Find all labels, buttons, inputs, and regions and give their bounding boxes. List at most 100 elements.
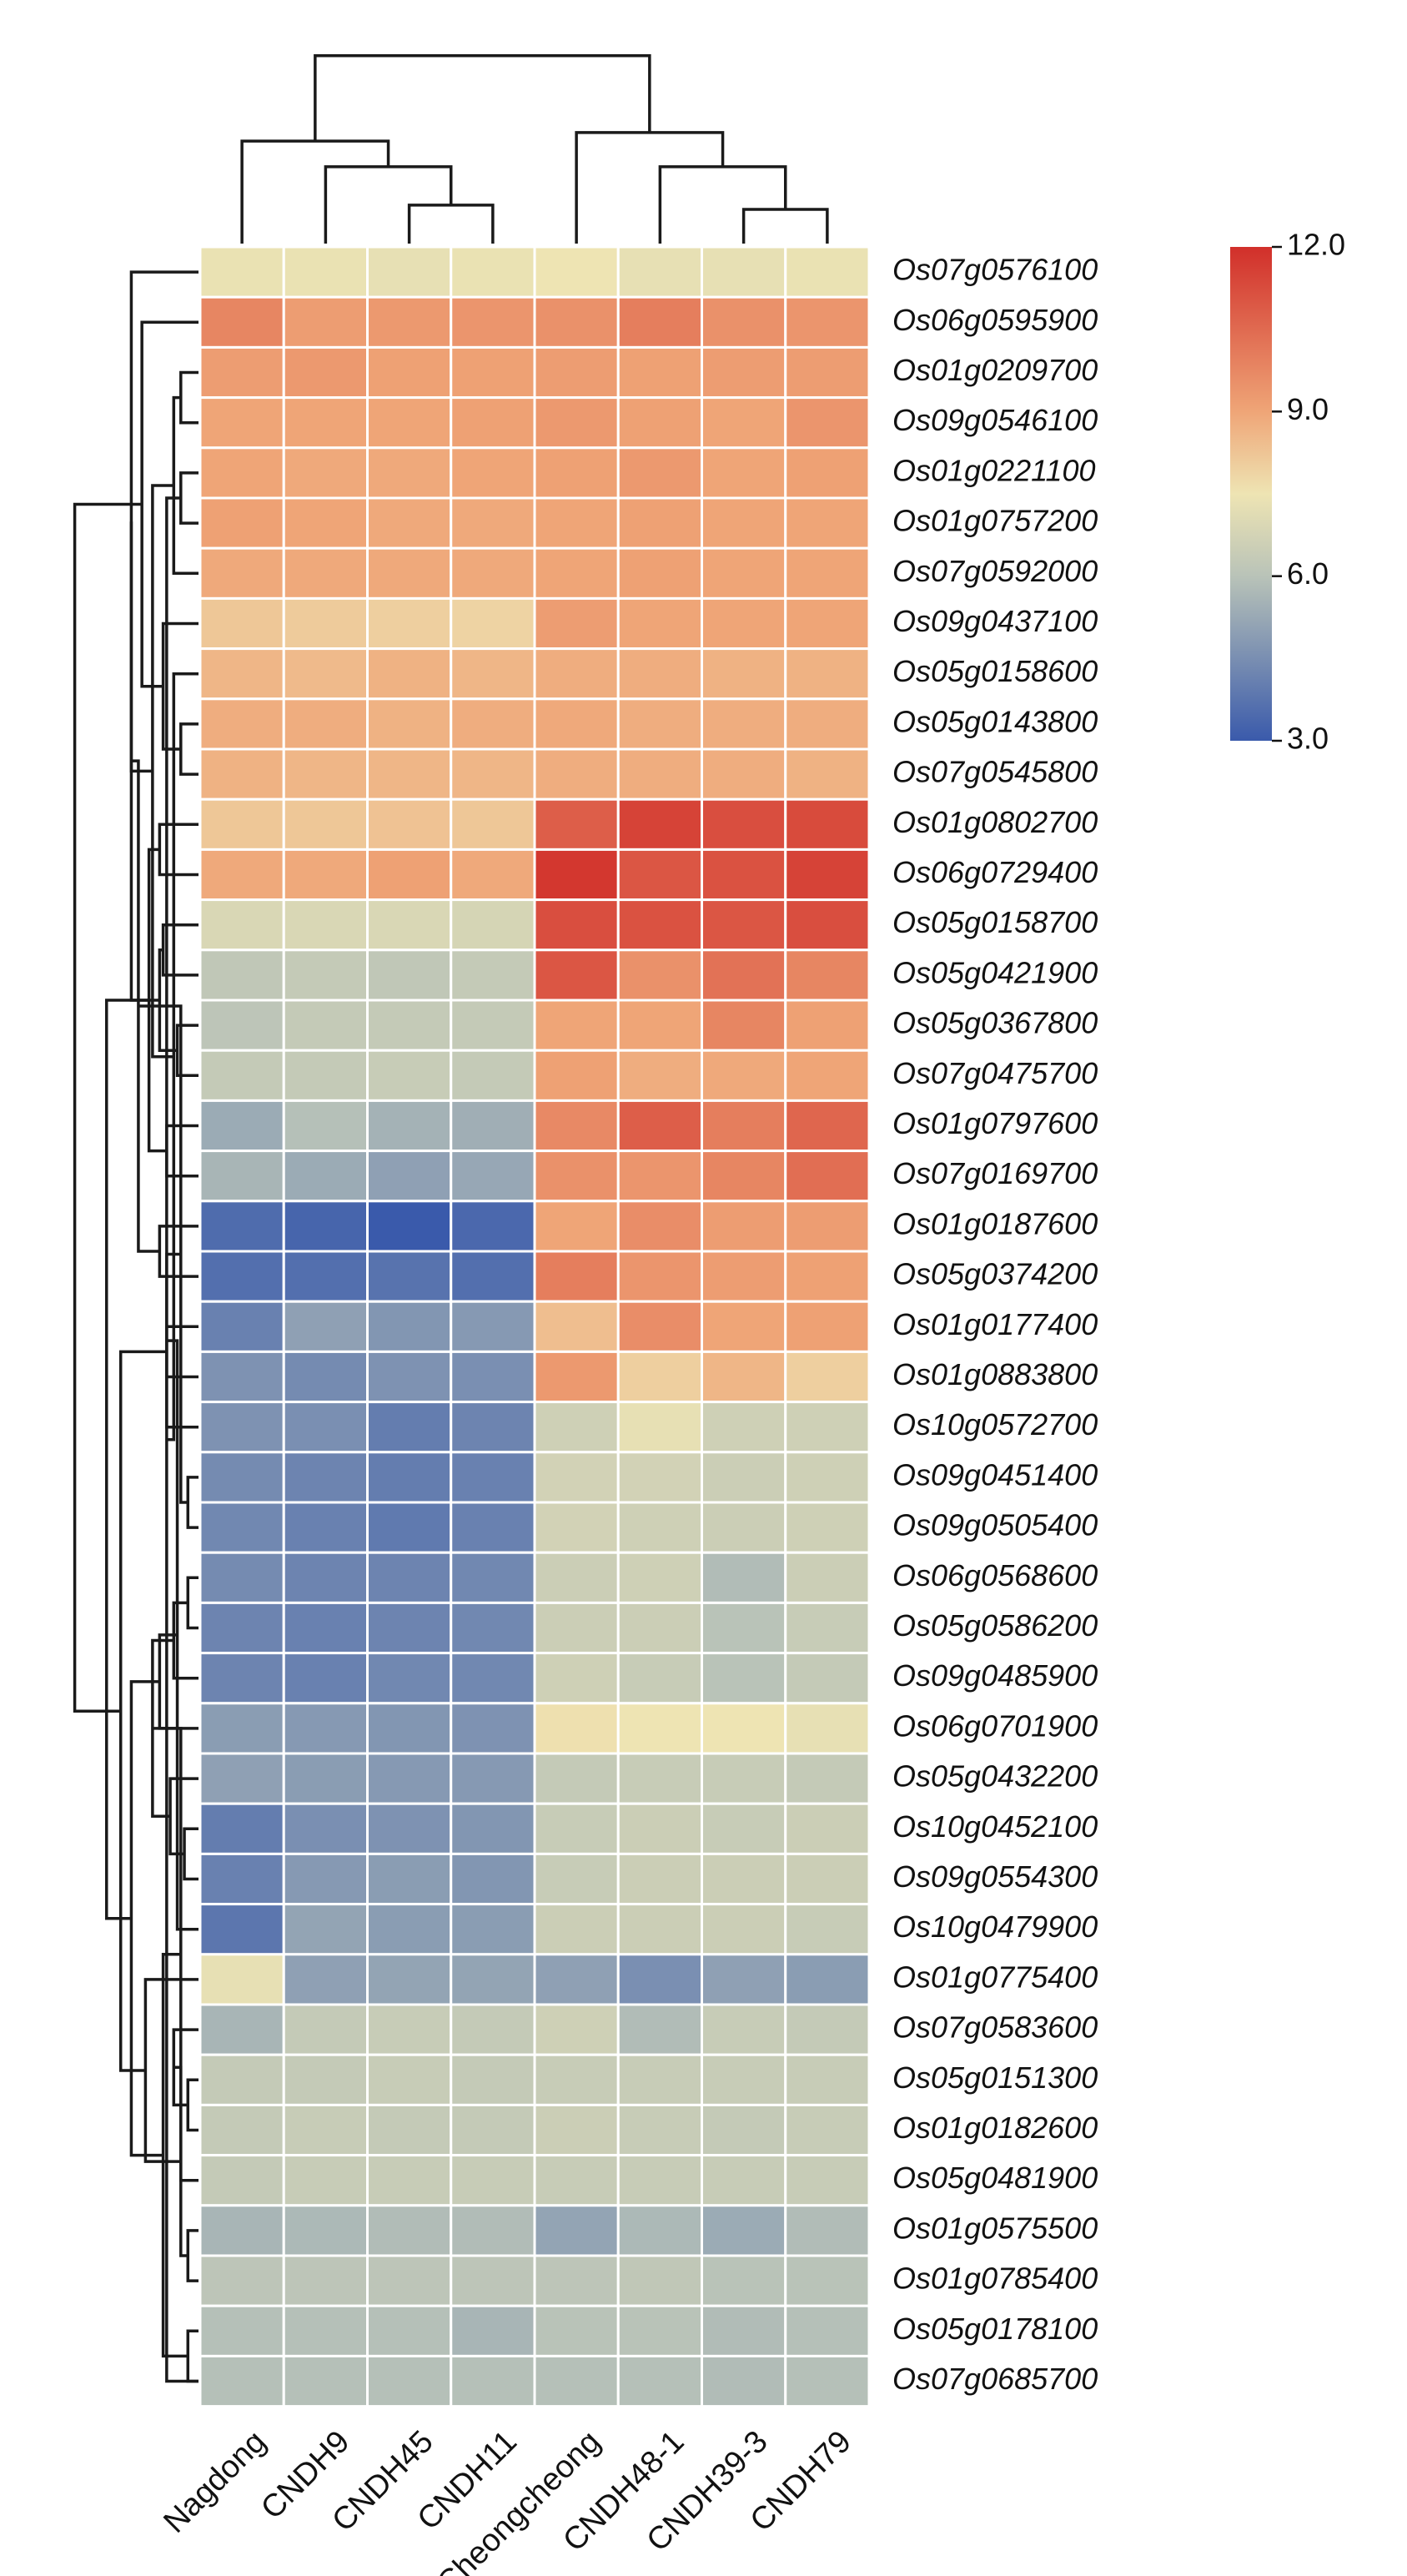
- heatmap-cell-Os07g0545800-CNDH48-1: [616, 747, 703, 801]
- heatmap-cell-Os10g0452100-CNDH45: [366, 1802, 453, 1855]
- row-label-Os10g0572700: Os10g0572700: [892, 1407, 1098, 1441]
- heatmap-cell-Os09g0546100-CNDH39-3: [701, 396, 787, 450]
- heatmap-cell-Os05g0158600-Cheongcheong: [533, 647, 620, 701]
- heatmap-cell-Os06g0595900-CNDH39-3: [701, 295, 787, 349]
- heatmap-cell-Os05g0143800-CNDH45: [366, 697, 453, 751]
- heatmap-cell-Os05g0367800-CNDH39-3: [701, 999, 787, 1052]
- heatmap-cell-Os09g0505400-Cheongcheong: [533, 1501, 620, 1554]
- heatmap-cell-Os09g0485900-CNDH39-3: [701, 1652, 787, 1705]
- heatmap-cell-Os10g0572700-Cheongcheong: [533, 1401, 620, 1454]
- heatmap-cell-Os07g0592000-Nagdong: [198, 546, 285, 600]
- heatmap-cell-Os09g0546100-CNDH79: [784, 396, 871, 450]
- heatmap-cell-Os09g0554300-Cheongcheong: [533, 1852, 620, 1906]
- heatmap-cell-Os06g0729400-Cheongcheong: [533, 848, 620, 902]
- row-label-Os01g0177400: Os01g0177400: [892, 1307, 1098, 1341]
- heatmap-cell-Os05g0367800-CNDH9: [282, 999, 369, 1052]
- heatmap-cell-Os07g0592000-CNDH39-3: [701, 546, 787, 600]
- heatmap-cell-Os01g0575500-CNDH39-3: [701, 2204, 787, 2257]
- heatmap-cell-Os05g0158700-CNDH79: [784, 898, 871, 952]
- heatmap-cell-Os07g0576100-CNDH39-3: [701, 245, 787, 299]
- row-label-Os07g0583600: Os07g0583600: [892, 2010, 1098, 2045]
- heatmap-cell-Os09g0554300-Nagdong: [198, 1852, 285, 1906]
- heatmap-cell-Os06g0568600-CNDH39-3: [701, 1551, 787, 1604]
- heatmap-cell-Os07g0685700-Nagdong: [198, 2354, 285, 2408]
- heatmap-cell-Os01g0785400-Nagdong: [198, 2254, 285, 2307]
- heatmap-cell-Os09g0451400-CNDH11: [450, 1451, 536, 1504]
- heatmap-cell-Os07g0583600-CNDH11: [450, 2003, 536, 2056]
- heatmap-cell-Os01g0797600-CNDH45: [366, 1099, 453, 1153]
- heatmap-cell-Os07g0583600-CNDH39-3: [701, 2003, 787, 2056]
- row-dendrogram-branch-11: [161, 923, 198, 977]
- heatmap-cell-Os07g0576100-CNDH11: [450, 245, 536, 299]
- heatmap-cell-Os05g0158600-CNDH48-1: [616, 647, 703, 701]
- heatmap-cell-Os09g0437100-Cheongcheong: [533, 596, 620, 651]
- row-dendrogram-branch-40: [105, 999, 149, 1920]
- heatmap-cell-Os09g0437100-CNDH48-1: [616, 596, 703, 651]
- heatmap-cell-Os07g0475700-CNDH79: [784, 1049, 871, 1102]
- heatmap-cell-Os01g0575500-CNDH9: [282, 2204, 369, 2257]
- heatmap-cell-Os05g0421900-CNDH39-3: [701, 948, 787, 1002]
- heatmap-cell-Os01g0797600-CNDH9: [282, 1099, 369, 1153]
- heatmap-cell-Os07g0169700-CNDH11: [450, 1150, 536, 1203]
- heatmap-cell-Os06g0568600-CNDH79: [784, 1551, 871, 1604]
- heatmap-cell-Os01g0187600-CNDH45: [366, 1200, 453, 1253]
- heatmap-cell-Os05g0421900-Nagdong: [198, 948, 285, 1002]
- heatmap-cell-Os05g0178100-CNDH79: [784, 2304, 871, 2357]
- row-label-Os06g0595900: Os06g0595900: [892, 303, 1098, 337]
- heatmap-cell-Os01g0575500-Cheongcheong: [533, 2204, 620, 2257]
- color-scale-tick-label: 12.0: [1287, 228, 1345, 262]
- row-label-Os10g0479900: Os10g0479900: [892, 1909, 1098, 1944]
- heatmap-cell-Os07g0576100-Cheongcheong: [533, 245, 620, 299]
- heatmap-cell-Os10g0452100-CNDH39-3: [701, 1802, 787, 1855]
- heatmap-cell-Os05g0178100-Nagdong: [198, 2304, 285, 2357]
- heatmap-cell-Os09g0554300-CNDH39-3: [701, 1852, 787, 1906]
- row-label-Os01g0221100: Os01g0221100: [892, 453, 1096, 487]
- heatmap-cell-Os01g0209700-CNDH45: [366, 345, 453, 400]
- heatmap-cell-Os01g0757200-Nagdong: [198, 496, 285, 550]
- heatmap-cell-Os09g0546100-CNDH48-1: [616, 396, 703, 450]
- heatmap-cell-Os09g0505400-CNDH45: [366, 1501, 453, 1554]
- heatmap-cell-Os01g0177400-CNDH48-1: [616, 1300, 703, 1353]
- heatmap-cell-Os07g0583600-CNDH79: [784, 2003, 871, 2056]
- heatmap-cell-Os06g0568600-Nagdong: [198, 1551, 285, 1604]
- heatmap-cell-Os10g0452100-CNDH9: [282, 1802, 369, 1855]
- heatmap-cell-Os05g0367800-CNDH11: [450, 999, 536, 1052]
- heatmap-cell-Os01g0797600-Nagdong: [198, 1099, 285, 1153]
- heatmap-cell-Os09g0505400-Nagdong: [198, 1501, 285, 1554]
- heatmap-cell-Os01g0757200-CNDH11: [450, 496, 536, 550]
- row-dendrogram-branch-0: [179, 370, 198, 425]
- heatmap-cell-Os05g0143800-CNDH39-3: [701, 697, 787, 751]
- heatmap-cell-Os06g0595900-Nagdong: [198, 295, 285, 349]
- heatmap-cell-Os05g0151300-Nagdong: [198, 2053, 285, 2106]
- heatmap-cell-Os05g0481900-Cheongcheong: [533, 2154, 620, 2207]
- heatmap-cell-Os10g0572700-CNDH48-1: [616, 1401, 703, 1454]
- heatmap-cell-Os01g0177400-CNDH9: [282, 1300, 369, 1353]
- heatmap-cell-Os05g0151300-CNDH45: [366, 2053, 453, 2106]
- heatmap-cell-Os01g0575500-CNDH79: [784, 2204, 871, 2257]
- heatmap-cell-Os09g0546100-CNDH11: [450, 396, 536, 450]
- heatmap-cell-Os07g0169700-Nagdong: [198, 1150, 285, 1203]
- row-dendrogram-branch-20: [186, 1476, 198, 1529]
- heatmap-cell-Os01g0802700-CNDH11: [450, 797, 536, 851]
- heatmap-cell-Os10g0452100-CNDH48-1: [616, 1802, 703, 1855]
- heatmap-cell-Os05g0151300-CNDH9: [282, 2053, 369, 2106]
- heatmap-cell-Os05g0432200-CNDH9: [282, 1752, 369, 1805]
- heatmap-cell-Os01g0221100-Cheongcheong: [533, 446, 620, 500]
- heatmap-cell-Os07g0685700-Cheongcheong: [533, 2354, 620, 2408]
- row-dendrogram-branch-34: [186, 2329, 198, 2383]
- heatmap-cell-Os06g0701900-Cheongcheong: [533, 1702, 620, 1755]
- heatmap-cell-Os05g0586200-Nagdong: [198, 1601, 285, 1655]
- heatmap-cell-Os01g0883800-Cheongcheong: [533, 1350, 620, 1404]
- heatmap-cell-Os01g0209700-CNDH79: [784, 345, 871, 400]
- heatmap-cell-Os09g0437100-CNDH79: [784, 596, 871, 651]
- row-label-Os05g0178100: Os05g0178100: [892, 2312, 1098, 2346]
- heatmap-cell-Os05g0374200-CNDH45: [366, 1250, 453, 1303]
- heatmap-cell-Os09g0546100-CNDH9: [282, 396, 369, 450]
- row-label-Os01g0785400: Os01g0785400: [892, 2262, 1098, 2296]
- heatmap-cell-Os01g0209700-CNDH39-3: [701, 345, 787, 400]
- heatmap-cell-Os01g0182600-CNDH79: [784, 2103, 871, 2157]
- heatmap-cell-Os01g0785400-CNDH45: [366, 2254, 453, 2307]
- heatmap-cell-Os10g0479900-CNDH11: [450, 1903, 536, 1956]
- heatmap-cell-Os01g0221100-CNDH39-3: [701, 446, 787, 500]
